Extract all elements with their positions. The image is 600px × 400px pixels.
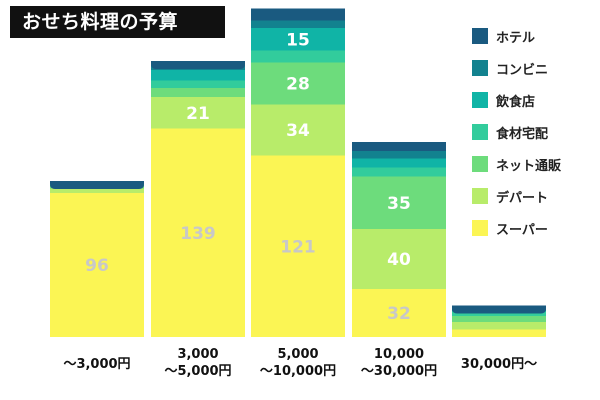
- category-label-line: ～5,000円: [164, 364, 232, 379]
- legend-swatch: [472, 60, 488, 76]
- legend-label: ホテル: [496, 30, 536, 46]
- category-label-line: ～10,000円: [259, 364, 337, 379]
- bar-segment: [352, 289, 446, 337]
- bar-segment: [151, 80, 245, 88]
- bar-segment: [251, 28, 345, 51]
- chart-title: おせち料理の予算: [10, 6, 225, 38]
- data-label: 121: [280, 237, 316, 257]
- bar-segment: [352, 158, 446, 168]
- bar-segment: [151, 88, 245, 97]
- bar-segment: [251, 50, 345, 63]
- legend-item: デパート: [472, 180, 597, 212]
- bar-segment: [151, 97, 245, 129]
- legend-label: 飲食店: [496, 94, 536, 110]
- data-label: 34: [286, 121, 310, 141]
- category-label: 10,000 ～30,000円: [344, 346, 454, 380]
- legend-item: ネット通販: [472, 148, 597, 180]
- legend-item: 食材宅配: [472, 116, 597, 148]
- legend-swatch: [472, 28, 488, 44]
- bar-cap: [452, 305, 546, 314]
- category-label: 5,000 ～10,000円: [243, 346, 353, 380]
- bar-segment: [352, 167, 446, 177]
- legend: ホテルコンビニ飲食店食材宅配ネット通販デパートスーパー: [472, 20, 597, 244]
- bar-segment: [452, 329, 546, 337]
- data-label: 96: [85, 256, 109, 276]
- legend-swatch: [472, 156, 488, 172]
- legend-swatch: [472, 220, 488, 236]
- legend-item: 飲食店: [472, 84, 597, 116]
- bar-segment: [50, 188, 144, 193]
- bar-segment: [452, 316, 546, 322]
- category-label-line: 3,000: [177, 347, 219, 362]
- category-label-line: 5,000: [277, 347, 319, 362]
- legend-swatch: [472, 124, 488, 140]
- legend-item: ホテル: [472, 20, 597, 52]
- bar-cap: [251, 8, 345, 17]
- legend-label: 食材宅配: [496, 126, 549, 142]
- bar-cap: [151, 61, 245, 69]
- bar-segment: [251, 104, 345, 156]
- category-label: 30,000円～: [444, 356, 554, 373]
- bar-cap: [352, 142, 446, 150]
- bar-segment: [352, 229, 446, 289]
- bar-segment: [352, 151, 446, 159]
- bar-segment: [452, 311, 546, 316]
- bar-segment: [251, 20, 345, 28]
- legend-label: スーパー: [496, 222, 548, 238]
- data-label: 28: [286, 75, 310, 95]
- category-label-line: 10,000: [373, 347, 425, 362]
- legend-label: ネット通販: [496, 158, 562, 174]
- bar-segment: [151, 70, 245, 81]
- bar-segment: [251, 62, 345, 105]
- data-label: 139: [180, 224, 216, 244]
- bar-segment: [352, 176, 446, 229]
- bar-segment: [251, 155, 345, 337]
- data-label: 32: [387, 304, 411, 324]
- category-label-line: ～3,000円: [63, 357, 131, 372]
- bar-cap: [50, 181, 144, 189]
- category-label-line: ～30,000円: [360, 364, 438, 379]
- category-label: 3,000 ～5,000円: [143, 346, 253, 380]
- bar-segment: [452, 322, 546, 330]
- data-label: 15: [286, 30, 310, 50]
- legend-item: コンビニ: [472, 52, 597, 84]
- data-label: 35: [387, 194, 411, 214]
- legend-swatch: [472, 188, 488, 204]
- bar-segment: [50, 193, 144, 337]
- data-label: 40: [387, 250, 411, 270]
- legend-item: スーパー: [472, 212, 597, 244]
- legend-label: デパート: [496, 190, 549, 206]
- bar-segment: [151, 128, 245, 337]
- legend-label: コンビニ: [496, 62, 549, 78]
- legend-swatch: [472, 92, 488, 108]
- category-label: ～3,000円: [42, 356, 152, 373]
- data-label: 21: [186, 104, 210, 124]
- category-label-line: 30,000円～: [460, 357, 538, 372]
